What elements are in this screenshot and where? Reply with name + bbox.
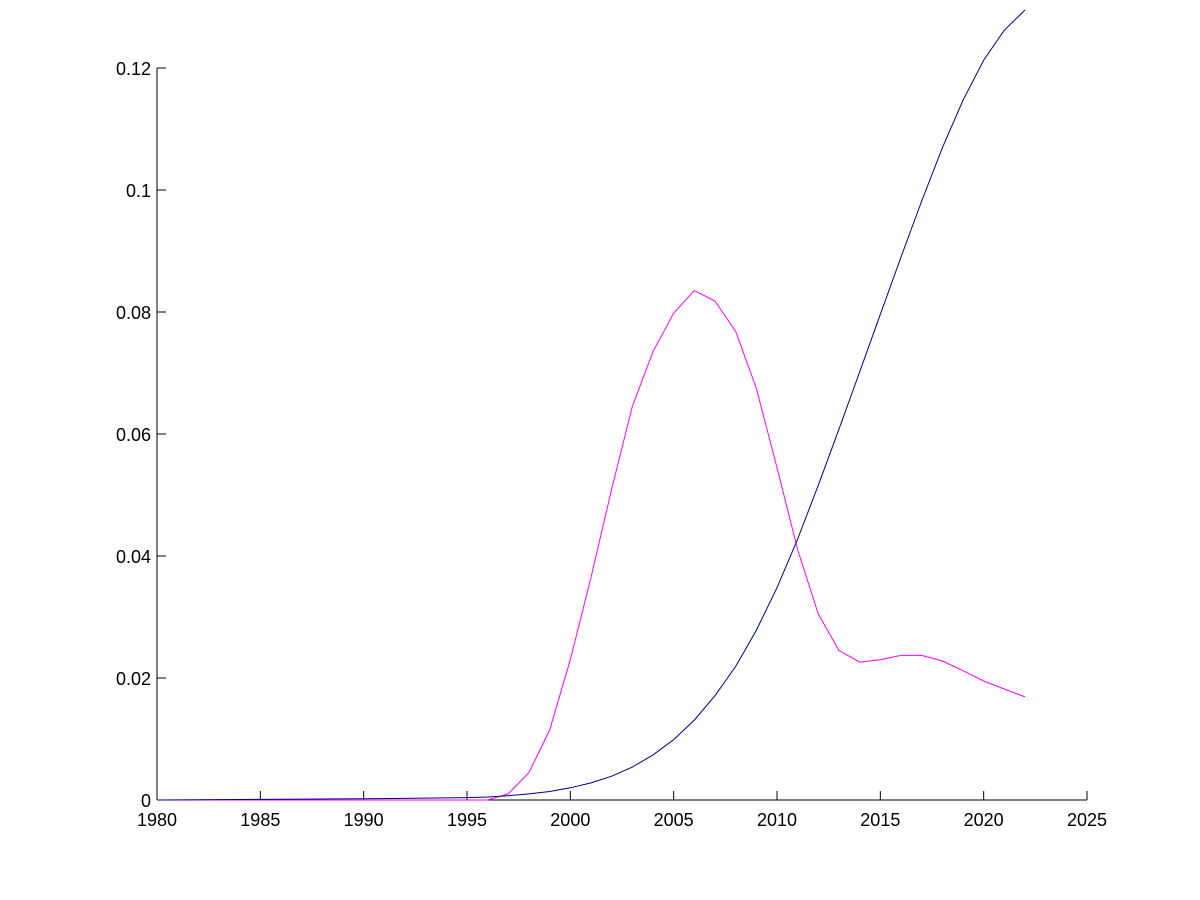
x-tick-label: 2020 [964, 810, 1004, 830]
y-tick-label: 0.06 [116, 425, 151, 445]
y-tick-label: 0.02 [116, 669, 151, 689]
x-tick-label: 1990 [344, 810, 384, 830]
y-tick-label: 0 [141, 791, 151, 811]
x-tick-label: 2015 [860, 810, 900, 830]
x-tick-label: 1980 [137, 810, 177, 830]
series-line-1 [157, 289, 1026, 801]
x-tick-label: 1985 [240, 810, 280, 830]
x-tick-label: 2005 [654, 810, 694, 830]
y-tick-label: 0.04 [116, 547, 151, 567]
axes: 1980 1985 1990 1995 2000 2005 2010 2015 2020 2025… [116, 59, 1107, 830]
y-tick-label: 0.12 [116, 59, 151, 79]
x-tick-label: 1995 [447, 810, 487, 830]
x-tick-label: 2010 [757, 810, 797, 830]
series-line-2 [156, 9, 1026, 801]
x-tick-label: 2000 [550, 810, 590, 830]
y-tick-label: 0.1 [126, 181, 151, 201]
y-tick-label: 0.08 [116, 303, 151, 323]
x-tick-label: 2025 [1067, 810, 1107, 830]
series-group [156, 9, 1026, 801]
